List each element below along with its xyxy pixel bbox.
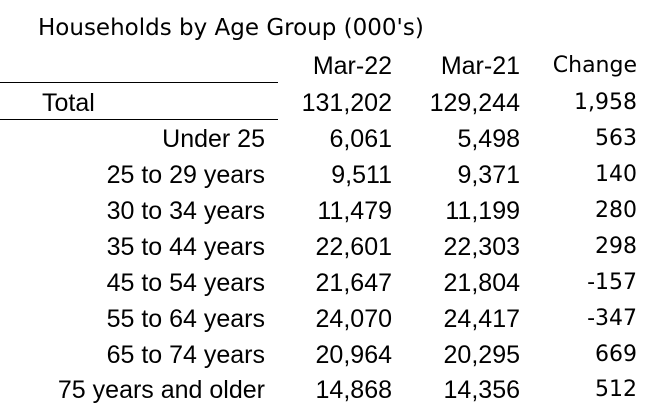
cell-mar21: 20,295 [443,341,520,369]
header-rule [0,82,278,83]
row-label: 30 to 34 years [106,197,265,225]
cell-mar22: 131,202 [301,89,392,117]
table-row: Under 25 6,061 5,498 563 [0,121,663,157]
cell-mar22: 14,868 [315,376,392,404]
cell-mar22: 9,511 [331,161,392,189]
cell-mar21: 21,804 [443,269,520,297]
row-label: 45 to 54 years [106,269,265,297]
cell-mar21: 11,199 [445,197,520,225]
cell-change: 280 [595,198,637,223]
cell-change: 298 [595,234,637,259]
table-row: 45 to 54 years 21,647 21,804 -157 [0,265,663,301]
cell-change: -157 [587,270,637,295]
table-row: 65 to 74 years 20,964 20,295 669 [0,337,663,373]
cell-mar22: 22,601 [315,233,392,261]
row-label: 25 to 29 years [106,161,265,189]
cell-mar22: 11,479 [317,197,392,225]
table-row: 55 to 64 years 24,070 24,417 -347 [0,301,663,337]
cell-mar21: 22,303 [443,233,520,261]
cell-change: 1,958 [574,90,637,115]
row-label: 55 to 64 years [106,305,265,333]
row-label: Under 25 [162,125,265,153]
table-row: 75 years and older 14,868 14,356 512 [0,372,663,408]
cell-change: 140 [595,162,637,187]
cell-mar22: 21,647 [315,269,392,297]
column-header-change: Change [552,53,637,78]
row-label: 75 years and older [57,376,265,404]
cell-mar21: 5,498 [457,125,520,153]
cell-change: 669 [595,342,637,367]
cell-change: -347 [587,306,637,331]
row-label: Total [42,89,95,117]
row-label: 65 to 74 years [106,341,265,369]
column-header-mar21: Mar-21 [440,52,520,80]
cell-mar22: 20,964 [315,341,392,369]
cell-mar22: 24,070 [315,305,392,333]
cell-mar21: 129,244 [429,89,520,117]
cell-change: 512 [595,377,637,402]
column-header-mar22: Mar-22 [312,52,392,80]
table-row: 30 to 34 years 11,479 11,199 280 [0,193,663,229]
cell-mar22: 6,061 [329,125,392,153]
total-rule [0,119,278,120]
table-row: 25 to 29 years 9,511 9,371 140 [0,157,663,193]
cell-change: 563 [595,126,637,151]
row-label: 35 to 44 years [106,233,265,261]
cell-mar21: 14,356 [443,376,520,404]
table-row: 35 to 44 years 22,601 22,303 298 [0,229,663,265]
cell-mar21: 24,417 [443,305,520,333]
table-row-total: Total 131,202 129,244 1,958 [0,85,663,121]
cell-mar21: 9,371 [457,161,520,189]
table-title: Households by Age Group (000's) [38,15,424,41]
